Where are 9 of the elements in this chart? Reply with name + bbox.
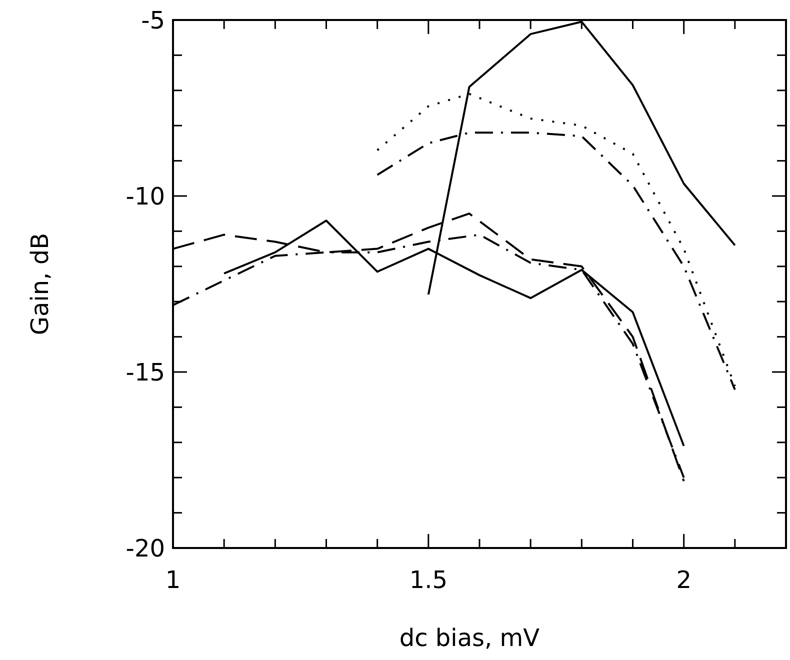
y-tick-label: -20 (126, 534, 165, 562)
y-tick-label: -15 (126, 358, 165, 386)
y-tick-label: -10 (126, 182, 165, 210)
x-tick-label: 1.5 (409, 566, 448, 594)
x-axis-title: dc bias, mV (399, 624, 540, 652)
y-axis-title: Gain, dB (26, 232, 54, 336)
x-tick-label: 2 (676, 566, 692, 594)
x-tick-label: 1 (165, 566, 181, 594)
y-tick-label: -5 (141, 6, 165, 34)
